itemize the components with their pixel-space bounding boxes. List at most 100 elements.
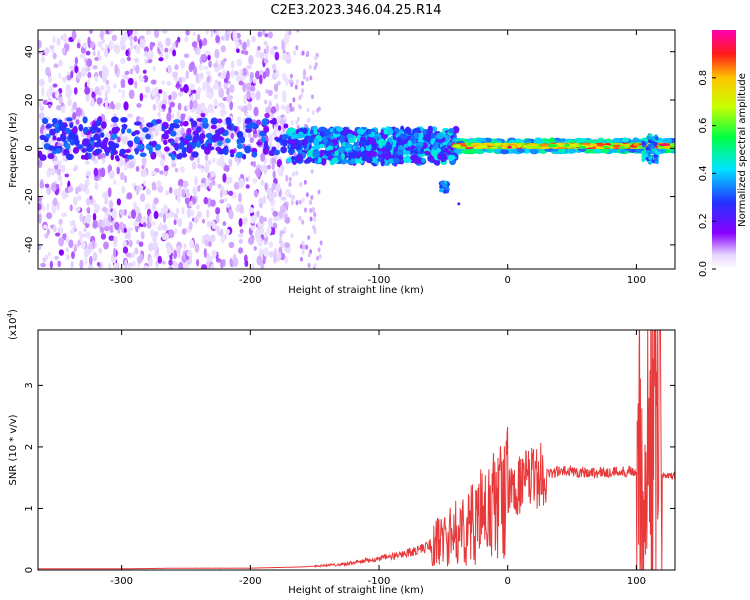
heatmap-cell (193, 217, 199, 224)
heatmap-cell (272, 222, 278, 230)
heatmap-cell (265, 89, 269, 94)
heatmap-cell (270, 47, 275, 56)
heatmap-cell (80, 66, 87, 77)
heatmap-cell (223, 233, 227, 241)
heatmap-cell (93, 141, 101, 148)
heatmap-cell (206, 146, 215, 151)
heatmap-cell (159, 46, 164, 53)
heatmap-cell (45, 90, 52, 98)
heatmap-cell (203, 65, 209, 70)
heatmap-cell (42, 257, 46, 263)
heatmap-cell (172, 71, 178, 78)
heatmap-cell (288, 102, 292, 108)
heatmap-cell (92, 212, 97, 222)
heatmap-cell (94, 181, 99, 191)
heatmap-cell (158, 212, 164, 218)
heatmap-cell (104, 48, 109, 58)
heatmap-cell (122, 246, 129, 254)
heatmap-cell (108, 200, 114, 209)
heatmap-cell (205, 30, 209, 35)
heatmap-cell (38, 203, 42, 211)
heatmap-cell (58, 218, 63, 225)
heatmap-cell (665, 148, 673, 154)
heatmap-cell (108, 144, 116, 151)
heatmap-cell (57, 159, 62, 170)
heatmap-cell (216, 118, 223, 124)
heatmap-cell (162, 97, 168, 106)
heatmap-cell (126, 154, 134, 160)
heatmap-cell (262, 30, 266, 36)
heatmap-cell (58, 72, 62, 79)
heatmap-cell (55, 147, 62, 154)
heatmap-cell (202, 37, 208, 46)
heatmap-cell (85, 231, 91, 240)
heatmap-cell (175, 40, 179, 48)
heatmap-cell (293, 50, 297, 56)
heatmap-cell (87, 72, 92, 79)
heatmap-cell (271, 63, 277, 71)
heatmap-cell (236, 138, 241, 145)
heatmap-cell (60, 105, 66, 114)
heatmap-cell (295, 120, 299, 126)
heatmap-cell (126, 128, 132, 134)
heatmap-cell (290, 155, 296, 161)
spectrogram-x-axis-label: Height of straight line (km) (288, 285, 424, 296)
heatmap-cell (641, 157, 646, 162)
heatmap-cell (238, 192, 242, 203)
heatmap-cell (306, 50, 310, 56)
heatmap-cell (301, 50, 305, 56)
heatmap-cell (249, 85, 256, 92)
heatmap-cell (111, 34, 117, 42)
heatmap-cell (384, 143, 393, 152)
heatmap-cell (69, 65, 74, 71)
heatmap-cell (116, 136, 121, 143)
heatmap-cell (208, 107, 215, 114)
heatmap-cell (71, 30, 77, 40)
heatmap-cell (280, 104, 286, 110)
heatmap-cell (168, 106, 172, 114)
heatmap-cell (317, 156, 322, 164)
heatmap-cell (313, 228, 317, 234)
heatmap-cell (80, 53, 86, 59)
heatmap-cell (436, 132, 444, 140)
heatmap-cell (480, 142, 492, 146)
heatmap-cell (172, 49, 177, 57)
heatmap-cell (72, 112, 77, 120)
heatmap-cell (102, 192, 108, 198)
heatmap-cell (96, 261, 101, 267)
heatmap-cell (97, 204, 101, 211)
heatmap-cell (38, 245, 42, 251)
heatmap-cell (210, 234, 216, 243)
heatmap-cell (313, 65, 317, 71)
heatmap-cell (168, 126, 174, 132)
heatmap-cell (272, 210, 279, 217)
heatmap-cell (119, 39, 125, 48)
heatmap-cell (200, 167, 205, 173)
heatmap-cell (303, 179, 307, 185)
heatmap-cell (91, 125, 99, 130)
heatmap-cell (222, 69, 227, 80)
heatmap-cell (265, 67, 270, 78)
heatmap-cell (271, 182, 276, 191)
heatmap-cell (169, 186, 173, 194)
heatmap-cell (189, 238, 195, 249)
heatmap-cell (273, 150, 280, 156)
heatmap-cell (201, 218, 206, 224)
heatmap-cell (152, 221, 156, 226)
heatmap-cell (46, 228, 51, 235)
heatmap-cell (84, 160, 90, 165)
heatmap-cell (205, 132, 213, 139)
heatmap-cell (66, 254, 70, 260)
heatmap-cell (100, 121, 107, 129)
heatmap-cell (144, 202, 151, 211)
colorbar-tick-label: 0.4 (698, 165, 709, 181)
heatmap-cell (528, 143, 539, 147)
heatmap-cell (256, 210, 260, 218)
heatmap-cell (165, 190, 170, 196)
heatmap-cell (165, 51, 169, 60)
heatmap-cell (125, 252, 132, 258)
heatmap-cell (396, 149, 404, 156)
heatmap-cell (55, 232, 61, 237)
heatmap-cell (120, 116, 128, 123)
